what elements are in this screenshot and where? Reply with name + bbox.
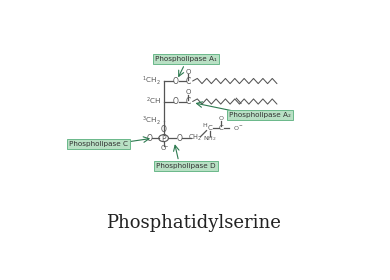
Text: O: O: [186, 69, 191, 75]
Text: Phospholipase A₁: Phospholipase A₁: [155, 57, 217, 62]
Text: O: O: [172, 76, 178, 85]
Text: NH$_2$: NH$_2$: [203, 134, 216, 143]
Text: O: O: [218, 116, 223, 121]
Text: Phospholipase A₂: Phospholipase A₂: [229, 112, 291, 118]
Text: O: O: [172, 97, 178, 106]
Text: O: O: [146, 134, 152, 143]
Text: CH$_2$: CH$_2$: [188, 133, 202, 143]
Text: P: P: [161, 134, 166, 143]
Text: Phosphatidylserine: Phosphatidylserine: [106, 214, 281, 232]
Text: O$^-$: O$^-$: [233, 125, 244, 132]
Text: C: C: [186, 76, 191, 85]
Text: H: H: [202, 123, 207, 128]
Text: Phospholipase D: Phospholipase D: [156, 163, 216, 169]
Text: C: C: [219, 125, 223, 132]
Text: Phospholipase C: Phospholipase C: [69, 141, 128, 146]
Text: O: O: [161, 125, 167, 134]
Text: $^-$: $^-$: [164, 145, 169, 150]
Text: C: C: [186, 97, 191, 106]
Text: O: O: [186, 89, 191, 95]
Text: $^1$CH$_2$: $^1$CH$_2$: [142, 75, 161, 87]
Text: C: C: [207, 125, 212, 132]
Text: $^2$CH: $^2$CH: [146, 96, 161, 107]
Text: O: O: [176, 134, 182, 143]
Text: $^3$CH$_2$: $^3$CH$_2$: [142, 115, 161, 127]
Text: O: O: [161, 145, 166, 151]
